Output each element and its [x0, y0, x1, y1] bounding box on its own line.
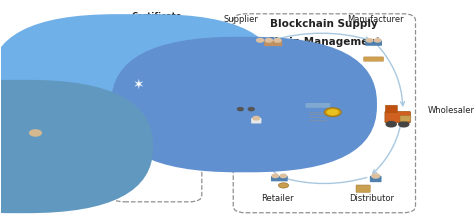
- Text: Distributor: Distributor: [349, 194, 394, 203]
- Circle shape: [327, 109, 338, 115]
- FancyBboxPatch shape: [255, 40, 265, 46]
- FancyBboxPatch shape: [0, 80, 153, 213]
- FancyBboxPatch shape: [373, 40, 382, 46]
- FancyBboxPatch shape: [111, 37, 377, 172]
- Circle shape: [265, 38, 273, 42]
- Circle shape: [253, 116, 260, 120]
- FancyBboxPatch shape: [370, 176, 382, 182]
- Bar: [18, 153, 20, 158]
- Text: Supplier: Supplier: [224, 15, 258, 24]
- Circle shape: [237, 108, 243, 111]
- Text: User: User: [5, 79, 28, 88]
- FancyBboxPatch shape: [113, 78, 157, 92]
- Text: Wholesaler: Wholesaler: [427, 106, 474, 114]
- Circle shape: [279, 183, 289, 188]
- Text: Customer: Customer: [178, 106, 219, 114]
- FancyBboxPatch shape: [385, 112, 410, 123]
- FancyBboxPatch shape: [365, 40, 374, 46]
- Text: Certificate: Certificate: [131, 13, 182, 22]
- Circle shape: [27, 131, 44, 139]
- FancyBboxPatch shape: [356, 185, 370, 192]
- Circle shape: [256, 38, 264, 42]
- FancyBboxPatch shape: [306, 103, 330, 108]
- FancyBboxPatch shape: [0, 14, 280, 150]
- Circle shape: [116, 125, 139, 137]
- FancyBboxPatch shape: [264, 40, 273, 46]
- Circle shape: [248, 108, 254, 111]
- FancyBboxPatch shape: [251, 118, 262, 123]
- FancyBboxPatch shape: [364, 57, 383, 61]
- FancyBboxPatch shape: [23, 140, 45, 154]
- Polygon shape: [211, 94, 232, 126]
- Circle shape: [122, 128, 134, 134]
- FancyBboxPatch shape: [279, 176, 288, 181]
- Circle shape: [29, 130, 41, 136]
- FancyBboxPatch shape: [385, 105, 398, 113]
- FancyBboxPatch shape: [9, 154, 49, 158]
- FancyBboxPatch shape: [261, 54, 277, 59]
- FancyBboxPatch shape: [11, 145, 28, 153]
- FancyBboxPatch shape: [273, 40, 282, 46]
- Text: ✶: ✶: [132, 78, 144, 92]
- FancyBboxPatch shape: [234, 101, 254, 108]
- Circle shape: [280, 174, 287, 178]
- Text: Cryptographic keys: Cryptographic keys: [114, 111, 206, 120]
- Text: Authority: Authority: [134, 26, 179, 35]
- Text: Manufacturer: Manufacturer: [347, 15, 404, 24]
- Text: Retailer: Retailer: [261, 194, 293, 203]
- Polygon shape: [53, 94, 110, 126]
- Circle shape: [274, 38, 281, 42]
- Text: Ledger: Ledger: [307, 124, 331, 130]
- FancyBboxPatch shape: [157, 80, 172, 89]
- FancyBboxPatch shape: [271, 176, 280, 181]
- Circle shape: [372, 174, 380, 178]
- FancyBboxPatch shape: [28, 146, 42, 150]
- Circle shape: [386, 122, 396, 127]
- FancyBboxPatch shape: [400, 116, 411, 121]
- FancyBboxPatch shape: [9, 143, 31, 154]
- Circle shape: [324, 108, 341, 117]
- Circle shape: [366, 39, 373, 42]
- FancyBboxPatch shape: [305, 104, 331, 123]
- Circle shape: [272, 174, 279, 178]
- FancyBboxPatch shape: [157, 136, 172, 145]
- FancyBboxPatch shape: [8, 153, 51, 161]
- Text: Blockchain Supply: Blockchain Supply: [271, 19, 378, 29]
- Circle shape: [399, 122, 409, 127]
- Circle shape: [374, 39, 381, 42]
- Text: Chain Management: Chain Management: [267, 37, 381, 47]
